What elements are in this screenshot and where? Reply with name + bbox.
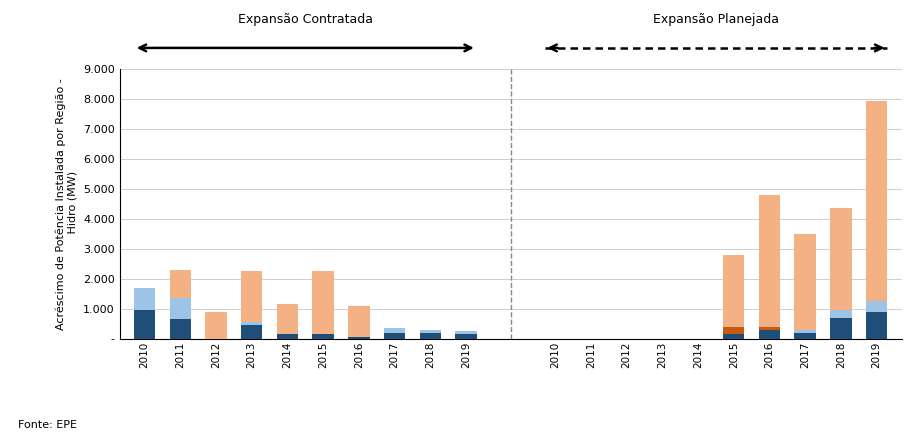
- Bar: [829, 208, 851, 310]
- Bar: [758, 329, 779, 339]
- Bar: [347, 337, 369, 339]
- Bar: [829, 310, 851, 318]
- Bar: [277, 304, 298, 334]
- Bar: [758, 195, 779, 326]
- Bar: [794, 234, 815, 329]
- Bar: [241, 322, 262, 325]
- Bar: [241, 325, 262, 339]
- Bar: [722, 255, 743, 326]
- Bar: [865, 312, 886, 339]
- Text: Expansão Contratada: Expansão Contratada: [237, 13, 372, 26]
- Bar: [241, 271, 262, 322]
- Bar: [312, 271, 334, 334]
- Bar: [277, 334, 298, 339]
- Bar: [865, 101, 886, 301]
- Bar: [383, 332, 405, 339]
- Bar: [347, 306, 369, 337]
- Bar: [169, 319, 191, 339]
- Bar: [794, 329, 815, 332]
- Bar: [169, 270, 191, 298]
- Text: Fonte: EPE: Fonte: EPE: [18, 420, 77, 430]
- Bar: [419, 329, 440, 332]
- Y-axis label: Acréscimo de Potência Instalada por Região -
 Hidro (MW): Acréscimo de Potência Instalada por Regi…: [55, 78, 77, 330]
- Bar: [794, 332, 815, 339]
- Bar: [455, 334, 476, 339]
- Bar: [134, 310, 155, 339]
- Text: Expansão Planejada: Expansão Planejada: [652, 13, 778, 26]
- Bar: [169, 298, 191, 319]
- Bar: [722, 326, 743, 334]
- Bar: [865, 301, 886, 312]
- Bar: [419, 332, 440, 339]
- Bar: [312, 334, 334, 339]
- Bar: [722, 334, 743, 339]
- Bar: [829, 318, 851, 339]
- Bar: [383, 328, 405, 332]
- Bar: [758, 326, 779, 329]
- Bar: [455, 331, 476, 334]
- Bar: [205, 312, 226, 339]
- Bar: [134, 288, 155, 310]
